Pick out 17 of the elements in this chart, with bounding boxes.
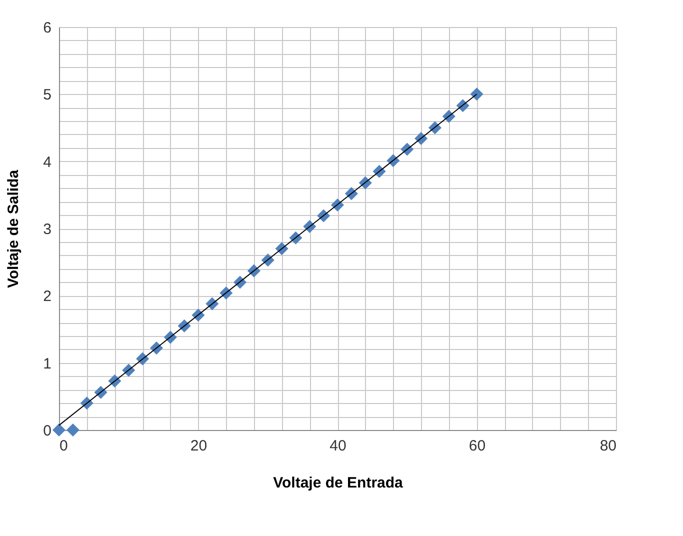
y-tick-label: 1 [43, 355, 52, 372]
point [66, 423, 80, 437]
x-tick-label: 20 [190, 438, 208, 454]
y-tick-label: 0 [43, 422, 52, 440]
x-tick-label: 40 [330, 438, 346, 454]
y-tick-label: 2 [43, 288, 52, 306]
y-tick-label: 6 [43, 20, 52, 36]
y-tick-label: 3 [43, 221, 52, 238]
y-tick-label: 4 [43, 154, 52, 171]
point [52, 423, 66, 437]
y-tick-label: 5 [43, 86, 52, 104]
y-axis-title: Voltaje de Salida [5, 169, 22, 288]
x-tick-label: 80 [600, 438, 616, 454]
point [470, 88, 484, 101]
x-tick-label: 0 [60, 438, 68, 454]
x-axis-title: Voltaje de Entrada [273, 474, 404, 492]
x-tick-label: 60 [468, 438, 486, 454]
